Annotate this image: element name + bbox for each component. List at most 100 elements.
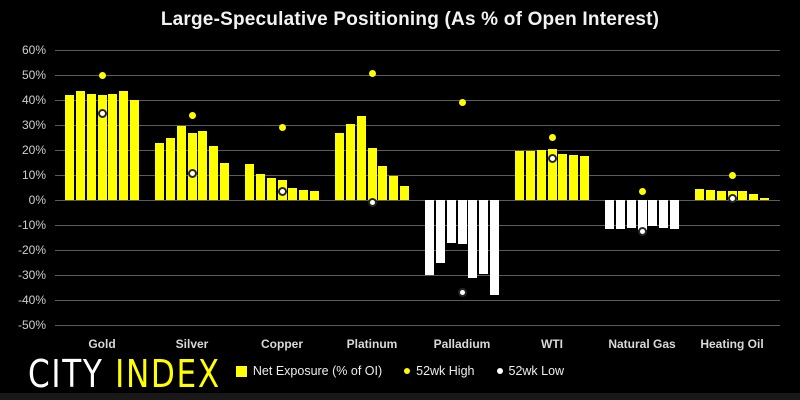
gridline	[55, 150, 780, 151]
y-tick-label: -50%	[17, 318, 46, 332]
y-tick-label: -10%	[17, 218, 46, 232]
bar	[86, 93, 96, 200]
bar	[424, 200, 434, 275]
y-tick-label: 40%	[21, 93, 46, 107]
bar	[694, 188, 704, 200]
legend-label-52wk-low: 52wk Low	[508, 364, 565, 378]
bar	[108, 93, 118, 200]
bar	[198, 131, 208, 200]
category-label: Palladium	[433, 337, 491, 351]
chart-legend: Net Exposure (% of OI) 52wk High 52wk Lo…	[0, 364, 800, 378]
bar	[558, 153, 568, 200]
logo-text-city: CITY	[28, 352, 116, 396]
bar	[514, 151, 524, 200]
bar	[187, 132, 197, 200]
logo-text-index: INDEX	[115, 352, 221, 396]
legend-label-52wk-high: 52wk High	[416, 364, 475, 378]
bar	[615, 200, 625, 229]
bar	[119, 91, 129, 200]
gridline	[55, 250, 780, 251]
category-label: Natural Gas	[608, 337, 676, 351]
bar	[749, 193, 759, 200]
bar	[580, 156, 590, 200]
bar	[525, 151, 535, 200]
bar	[220, 162, 230, 200]
high-52wk-dot	[458, 99, 466, 106]
bar	[738, 191, 748, 200]
bar	[266, 177, 276, 200]
bar	[604, 200, 614, 229]
y-tick-label: -30%	[17, 268, 46, 282]
high-52wk-dot	[98, 71, 106, 79]
bar	[310, 191, 320, 200]
y-tick-label: 0%	[28, 193, 46, 207]
gridline	[55, 275, 780, 276]
y-tick-label: 20%	[21, 143, 46, 157]
bar	[176, 126, 186, 200]
gridline	[55, 175, 780, 176]
bar	[457, 200, 467, 244]
gridline	[55, 75, 780, 76]
bar	[299, 190, 309, 200]
bar	[130, 100, 140, 200]
bar	[716, 191, 726, 200]
high-52wk-dot	[368, 70, 376, 78]
bar	[479, 200, 489, 274]
bar	[97, 95, 107, 200]
high-52wk-dot	[188, 111, 196, 119]
low-52wk-dot	[457, 288, 467, 297]
bar	[637, 200, 647, 230]
bar	[760, 197, 770, 200]
bar	[378, 166, 388, 200]
bar	[209, 146, 219, 200]
white-dot-icon	[496, 368, 503, 374]
bar	[446, 200, 456, 243]
footer-strip	[0, 393, 800, 400]
category-label: Platinum	[346, 337, 398, 351]
gridline	[55, 200, 780, 201]
bar	[468, 200, 478, 278]
gridline	[55, 300, 780, 301]
category-label: Silver	[175, 337, 209, 351]
bar	[75, 91, 85, 200]
bar	[435, 200, 445, 263]
gridline	[55, 125, 780, 126]
bar	[626, 200, 636, 228]
bar	[64, 95, 74, 200]
low-52wk-dot	[187, 169, 197, 179]
y-tick-label: 10%	[21, 168, 46, 182]
y-tick-label: -20%	[17, 243, 46, 257]
bar	[244, 163, 254, 200]
gridline	[55, 100, 780, 101]
bar	[536, 150, 546, 200]
high-52wk-dot	[728, 171, 736, 179]
legend-item-net-exposure: Net Exposure (% of OI)	[235, 364, 382, 378]
yellow-dot-icon	[404, 368, 411, 374]
bar	[288, 187, 298, 200]
bar	[389, 176, 399, 200]
low-52wk-dot	[547, 154, 557, 164]
bar	[334, 132, 344, 200]
gridline	[55, 325, 780, 326]
high-52wk-dot	[638, 187, 646, 195]
low-52wk-dot	[637, 226, 647, 236]
legend-item-52wk-low: 52wk Low	[496, 364, 565, 378]
city-index-logo: CITY INDEX	[28, 355, 221, 393]
low-52wk-dot	[277, 186, 287, 196]
low-52wk-dot	[367, 198, 377, 207]
category-label: Copper	[261, 337, 303, 351]
y-tick-label: 50%	[21, 68, 46, 82]
bar	[367, 147, 377, 200]
bar	[345, 123, 355, 200]
bar	[670, 200, 680, 229]
legend-item-52wk-high: 52wk High	[404, 364, 475, 378]
bar	[648, 200, 658, 227]
bar	[356, 116, 366, 200]
yellow-square-icon	[235, 365, 247, 377]
bar	[165, 137, 175, 200]
category-label: WTI	[541, 337, 563, 351]
bar	[569, 155, 579, 200]
bar	[490, 200, 500, 295]
bar	[255, 173, 265, 200]
category-label: Heating Oil	[700, 337, 764, 351]
